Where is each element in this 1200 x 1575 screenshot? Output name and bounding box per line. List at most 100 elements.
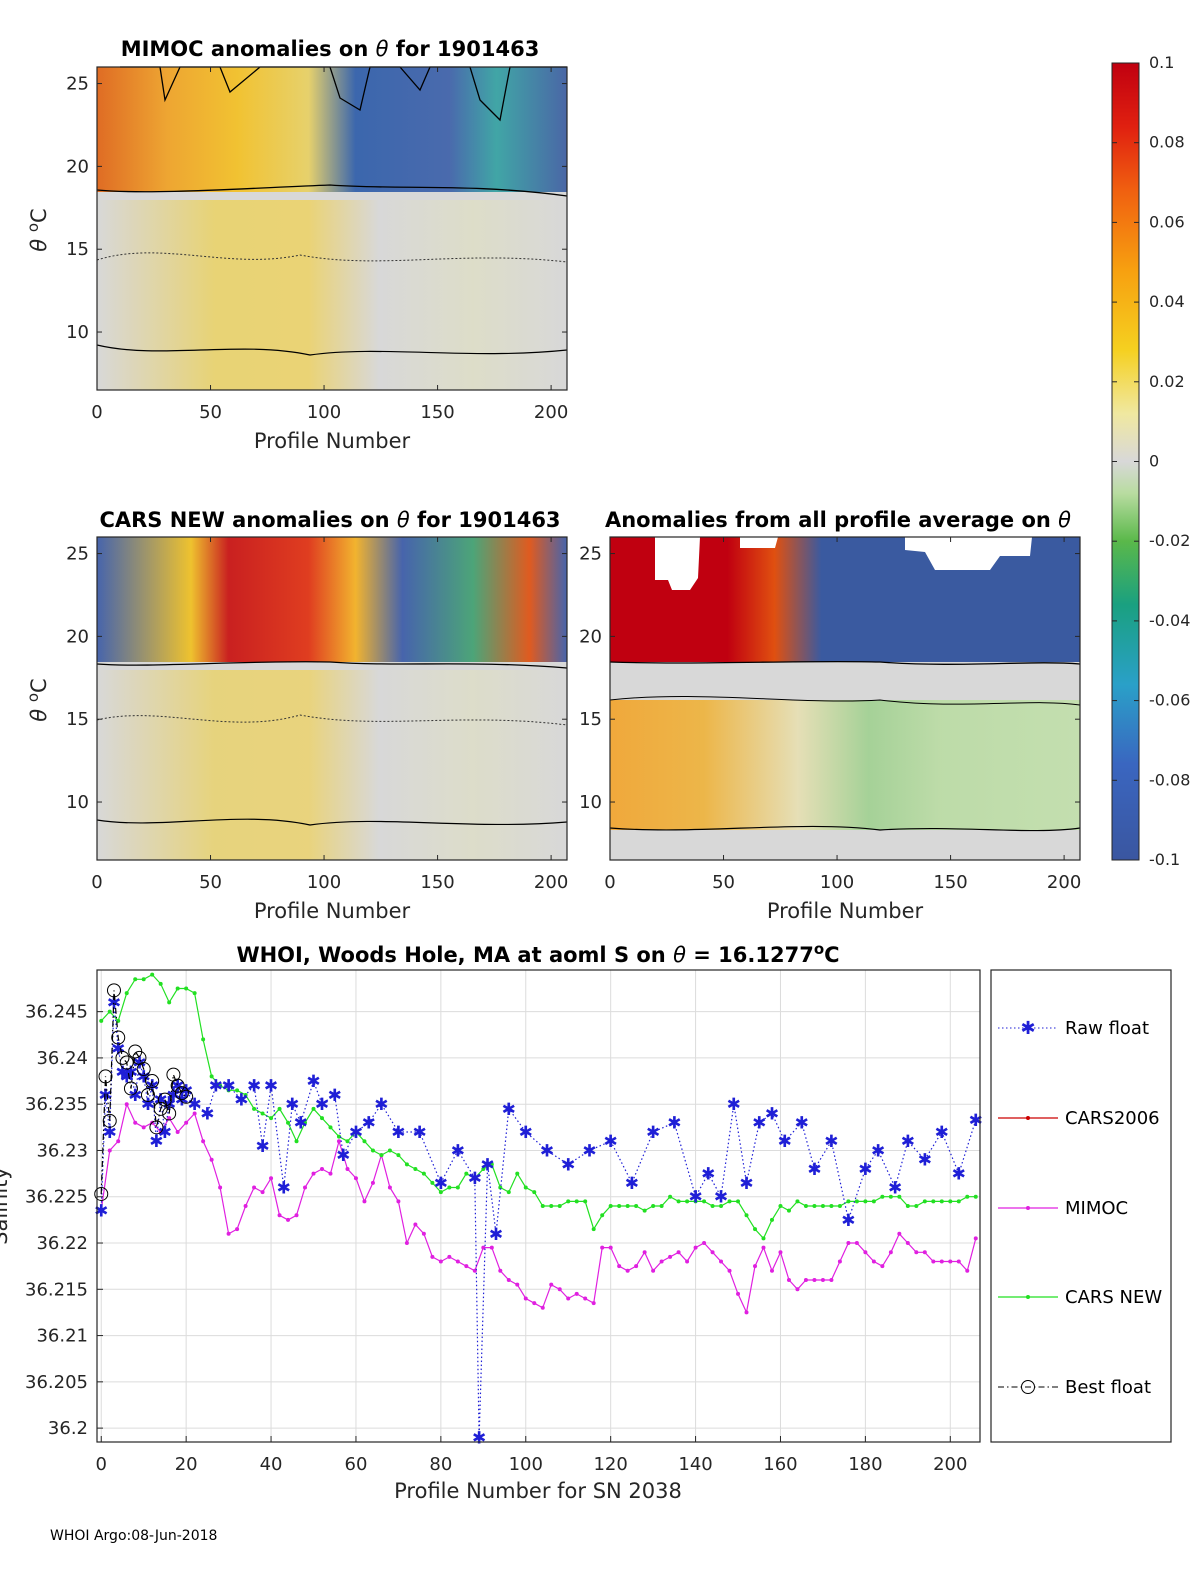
point-mimoc: [226, 1231, 231, 1236]
point-cars-new: [226, 1088, 231, 1093]
point-raw-float: ✱: [200, 1104, 214, 1124]
point-cars-new: [634, 1204, 639, 1208]
point-mimoc: [141, 1125, 146, 1130]
point-raw-float: ✱: [451, 1141, 465, 1161]
point-cars-new: [269, 1116, 274, 1121]
point-best-float: [111, 1030, 126, 1045]
point-raw-float: ✱: [739, 1174, 753, 1194]
point-mimoc: [769, 1268, 774, 1273]
legend-raw-float: ✱ Raw float: [998, 1018, 1149, 1039]
point-cars-new: [370, 1148, 375, 1153]
allprofile-gap-3: [905, 537, 1032, 570]
x-tick-label: 20: [175, 1454, 198, 1475]
mimoc-axes-box: [96, 66, 568, 391]
point-mimoc: [396, 1199, 401, 1204]
point-raw-float: ✱: [264, 1077, 278, 1097]
point-raw-float: ✱: [701, 1165, 715, 1185]
point-cars-new: [625, 1204, 630, 1208]
point-best-float: [106, 983, 121, 998]
y-tick-label: 36.235: [25, 1094, 88, 1115]
carsnew-contour-10: [96, 818, 568, 826]
point-raw-float: ✱: [149, 1132, 163, 1152]
allprofile-contour-16: [609, 696, 1081, 706]
point-mimoc: [362, 1199, 367, 1204]
point-cars-new: [99, 1018, 104, 1023]
point-cars-new: [837, 1204, 842, 1208]
point-raw-float: ✱: [166, 1086, 180, 1106]
point-best-float: [123, 1081, 138, 1096]
point-cars-new: [387, 1148, 392, 1153]
point-cars-new: [260, 1111, 265, 1116]
point-raw-float: ✱: [374, 1095, 388, 1115]
point-raw-float: ✱: [714, 1188, 728, 1208]
y-tick-label: 36.22: [36, 1233, 88, 1254]
point-cars-new: [336, 1134, 341, 1139]
point-cars-new: [608, 1204, 613, 1208]
allprofile-gap-1: [655, 537, 700, 590]
y-tick-label: 36.245: [25, 1002, 88, 1023]
point-mimoc: [600, 1245, 605, 1250]
salinity-x-label: Profile Number for SN 2038: [394, 1479, 682, 1503]
point-cars-new: [345, 1139, 350, 1144]
allprofile-title: Anomalies from all profile average on θ: [605, 508, 1071, 532]
point-cars-new: [931, 1199, 936, 1204]
point-best-float: [149, 1120, 164, 1135]
point-mimoc: [676, 1250, 681, 1255]
point-cars-new: [769, 1217, 774, 1222]
point-raw-float: ✱: [145, 1077, 159, 1097]
salinity-axes-box: [96, 969, 981, 1443]
point-mimoc: [286, 1217, 291, 1222]
point-cars-new: [464, 1171, 469, 1176]
colorbar: 0.1 0.08 0.06 0.04 0.02 0 -0.02 -0.04 -0.06 -0.08…: [1111, 53, 1190, 869]
point-best-float: [119, 1055, 134, 1070]
legend-best-marker: [1021, 1380, 1035, 1394]
x-tick-label: 0: [96, 1454, 107, 1475]
point-cars-new: [702, 1199, 707, 1204]
point-cars-new: [736, 1199, 741, 1204]
point-mimoc: [506, 1278, 511, 1283]
point-raw-float: ✱: [188, 1095, 202, 1115]
point-cars-new: [922, 1199, 927, 1204]
point-cars-new: [685, 1199, 690, 1204]
point-cars-new: [506, 1190, 511, 1195]
x-tick-label: 160: [763, 1454, 797, 1475]
y-tick-label: 15: [66, 709, 89, 730]
point-mimoc: [218, 1185, 223, 1190]
carsnew-contour-18: [96, 661, 568, 669]
footer-stamp: WHOI Argo:08-Jun-2018: [50, 1528, 217, 1544]
x-tick-label: 40: [260, 1454, 283, 1475]
x-tick-label: 50: [199, 402, 222, 423]
point-cars-new: [761, 1236, 766, 1241]
legend-raw-marker: ✱: [1020, 1018, 1035, 1039]
point-cars-new: [583, 1199, 588, 1204]
carsnew-x-label: Profile Number: [254, 899, 411, 923]
point-cars-new: [404, 1162, 409, 1167]
legend-raw-label: Raw float: [1065, 1018, 1149, 1039]
point-mimoc: [566, 1296, 571, 1301]
point-cars-new: [430, 1180, 435, 1185]
point-mimoc: [167, 1116, 172, 1121]
point-raw-float: ✱: [221, 1077, 235, 1097]
point-mimoc: [133, 1120, 138, 1125]
point-cars-new: [549, 1204, 554, 1208]
point-mimoc: [956, 1259, 961, 1264]
x-tick-label: 50: [712, 872, 735, 893]
point-best-float: [174, 1086, 189, 1101]
point-cars-new: [141, 977, 146, 982]
point-mimoc: [489, 1245, 494, 1250]
y-tick-label: 15: [66, 239, 89, 260]
point-mimoc: [812, 1278, 817, 1283]
legend: ✱ Raw float CARS2006 MIMOC CARS NEW Best…: [990, 969, 1172, 1443]
point-raw-float: ✱: [727, 1095, 741, 1115]
point-raw-float: ✱: [124, 1063, 138, 1083]
point-raw-float: ✱: [918, 1151, 932, 1171]
point-cars-new: [871, 1199, 876, 1204]
point-mimoc: [294, 1213, 299, 1218]
point-cars-new: [413, 1166, 418, 1171]
point-cars-new: [888, 1194, 893, 1199]
point-mimoc: [642, 1250, 647, 1255]
point-raw-float: ✱: [480, 1155, 494, 1175]
point-cars-new: [795, 1199, 800, 1204]
point-cars-new: [167, 1000, 172, 1005]
y-tick-label: 25: [579, 544, 602, 565]
